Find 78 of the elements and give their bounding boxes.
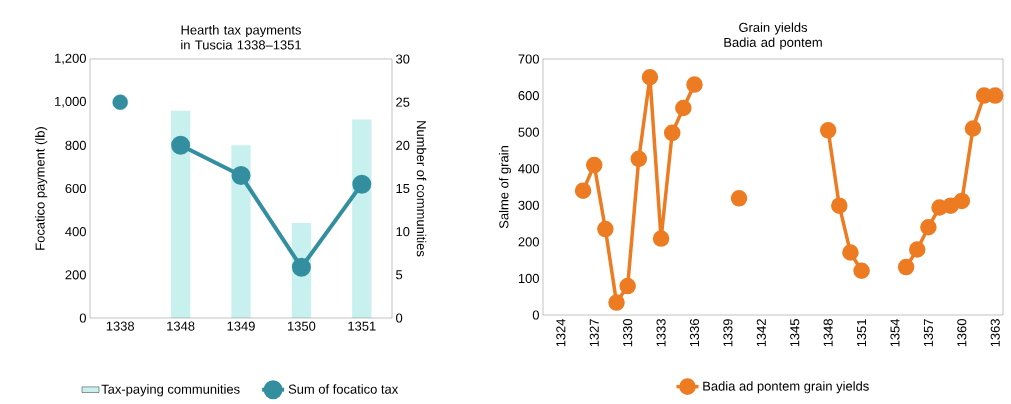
y-tick-label: 500 xyxy=(518,127,539,137)
x-tick-label: 1330 xyxy=(623,319,633,347)
x-tick-label: 1354 xyxy=(890,318,900,347)
y-tick-label: 600 xyxy=(65,183,86,194)
x-tick-label: 1342 xyxy=(756,319,766,347)
y-axis-title: Salme of grain xyxy=(498,146,512,229)
y-tick-label: 400 xyxy=(65,227,86,237)
y-tick-label: 100 xyxy=(518,273,539,284)
x-tick-label: 1333 xyxy=(656,319,666,347)
chart-title: Hearth tax payments in Tuscia 1338–1351 xyxy=(181,25,301,50)
y-tick-label: 800 xyxy=(65,140,86,150)
x-tick-label: 1349 xyxy=(227,321,255,331)
y-tick-label: 1,200 xyxy=(55,53,86,65)
point xyxy=(586,156,603,174)
point xyxy=(920,218,937,236)
x-tick-label: 1351 xyxy=(348,321,376,331)
bar xyxy=(170,110,191,318)
point xyxy=(291,257,311,277)
point xyxy=(663,124,681,142)
point xyxy=(819,122,837,139)
point xyxy=(831,197,848,214)
y-tick-label: 0 xyxy=(532,310,539,320)
point xyxy=(842,244,859,261)
point xyxy=(630,150,648,168)
x-tick-label: 1327 xyxy=(589,319,599,347)
y-tick-label: 1,000 xyxy=(55,96,86,108)
x-tick-label: 1350 xyxy=(287,321,316,331)
point xyxy=(171,135,191,155)
point xyxy=(909,241,926,258)
y-tick-label: 700 xyxy=(518,54,539,64)
y-tick-label: 0 xyxy=(79,313,86,323)
x-tick-label: 1338 xyxy=(106,321,135,331)
y2-tick-label: 15 xyxy=(396,183,410,194)
x-tick-label: 1348 xyxy=(167,321,195,331)
x-tick-label: 1339 xyxy=(723,319,733,347)
x-tick-label: 1348 xyxy=(823,319,833,347)
y2-tick-label: 5 xyxy=(396,270,403,280)
x-tick-label: 1351 xyxy=(856,319,867,347)
bar xyxy=(231,145,251,318)
point xyxy=(897,258,915,276)
x-tick-label: 1363 xyxy=(990,319,1000,347)
y-tick-label: 200 xyxy=(65,270,86,280)
x-tick-label: 1345 xyxy=(790,319,800,347)
y-tick-label: 400 xyxy=(518,164,539,174)
point xyxy=(953,192,971,210)
y2-tick-label: 20 xyxy=(396,140,410,150)
x-tick-label: 1357 xyxy=(923,319,933,347)
point xyxy=(853,262,870,279)
point xyxy=(597,220,614,238)
y-tick-label: 600 xyxy=(518,90,539,101)
point xyxy=(352,174,372,194)
point xyxy=(652,230,670,247)
point xyxy=(730,190,748,207)
x-tick-label: 1324 xyxy=(556,318,566,347)
legend-label: Sum of focatico tax xyxy=(288,384,399,394)
point xyxy=(608,294,625,311)
chart-title: Grain yields Badia ad pontem xyxy=(724,22,822,50)
y-tick-label: 300 xyxy=(518,200,539,210)
point xyxy=(619,277,636,295)
point xyxy=(686,76,703,93)
y2-tick-label: 30 xyxy=(396,54,410,64)
point xyxy=(231,166,251,186)
legend-label: Tax-paying communities xyxy=(101,384,240,397)
point xyxy=(641,69,659,86)
x-tick-label: 1360 xyxy=(957,319,967,347)
y2-tick-label: 0 xyxy=(396,313,403,323)
point xyxy=(112,94,128,110)
point xyxy=(574,182,592,199)
y-tick-label: 200 xyxy=(518,237,539,247)
point xyxy=(964,120,982,137)
y2-axis-title: Number of communities xyxy=(416,121,427,257)
y2-tick-label: 10 xyxy=(396,227,410,237)
point xyxy=(675,99,692,117)
y-axis-title: Focatico payment (lb) xyxy=(35,127,48,250)
legend-label: Badia ad pontem grain yields xyxy=(703,381,869,394)
y2-tick-label: 25 xyxy=(396,97,410,107)
x-tick-label: 1336 xyxy=(689,319,700,347)
bar xyxy=(352,119,372,318)
